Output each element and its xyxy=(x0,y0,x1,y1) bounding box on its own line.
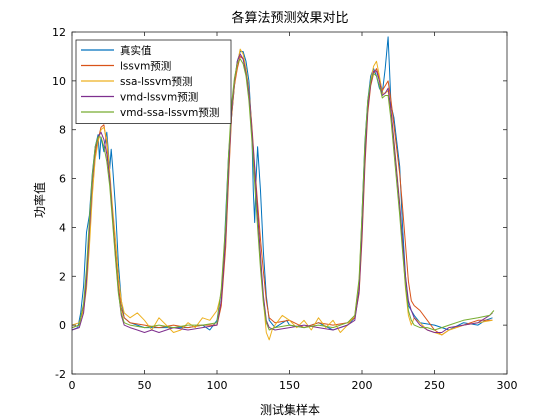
y-axis-label: 功率值 xyxy=(32,182,47,218)
legend: 真实值 lssvm预测 ssa-lssvm预测 vmd-lssvm预测 vmd-ssa-… xyxy=(75,39,232,124)
series-line-5 xyxy=(71,58,495,331)
chart-title: 各算法预测效果对比 xyxy=(231,10,348,26)
legend-box xyxy=(75,39,232,124)
legend-entry-label: vmd-lssvm预测 xyxy=(120,91,198,104)
legend-entry-label: vmd-ssa-lssvm预测 xyxy=(120,106,219,119)
y-axis: -2 0 2 4 6 8 10 12 xyxy=(52,26,507,381)
y-tick-label: 12 xyxy=(52,26,66,39)
y-tick-label: 8 xyxy=(59,124,66,137)
x-axis: 0 50 100 150 200 250 300 xyxy=(69,32,518,392)
y-tick-label: 0 xyxy=(59,319,66,332)
y-tick-label: 4 xyxy=(59,221,66,234)
legend-entry-label: ssa-lssvm预测 xyxy=(120,75,192,88)
x-tick-label: 200 xyxy=(352,379,373,392)
series-layer xyxy=(71,36,495,341)
x-tick-label: 100 xyxy=(207,379,228,392)
y-tick-label: 10 xyxy=(52,75,66,88)
legend-entry-label: 真实值 xyxy=(120,44,152,57)
y-tick-label: 2 xyxy=(59,270,66,283)
x-tick-label: 300 xyxy=(497,379,518,392)
x-tick-label: 250 xyxy=(424,379,445,392)
x-tick-label: 50 xyxy=(138,379,152,392)
x-tick-label: 0 xyxy=(69,379,76,392)
y-tick-label: -2 xyxy=(55,368,66,381)
y-tick-label: 6 xyxy=(59,173,66,186)
legend-entry-label: lssvm预测 xyxy=(120,60,171,73)
x-axis-label: 测试集样本 xyxy=(260,402,320,417)
x-tick-label: 150 xyxy=(279,379,300,392)
